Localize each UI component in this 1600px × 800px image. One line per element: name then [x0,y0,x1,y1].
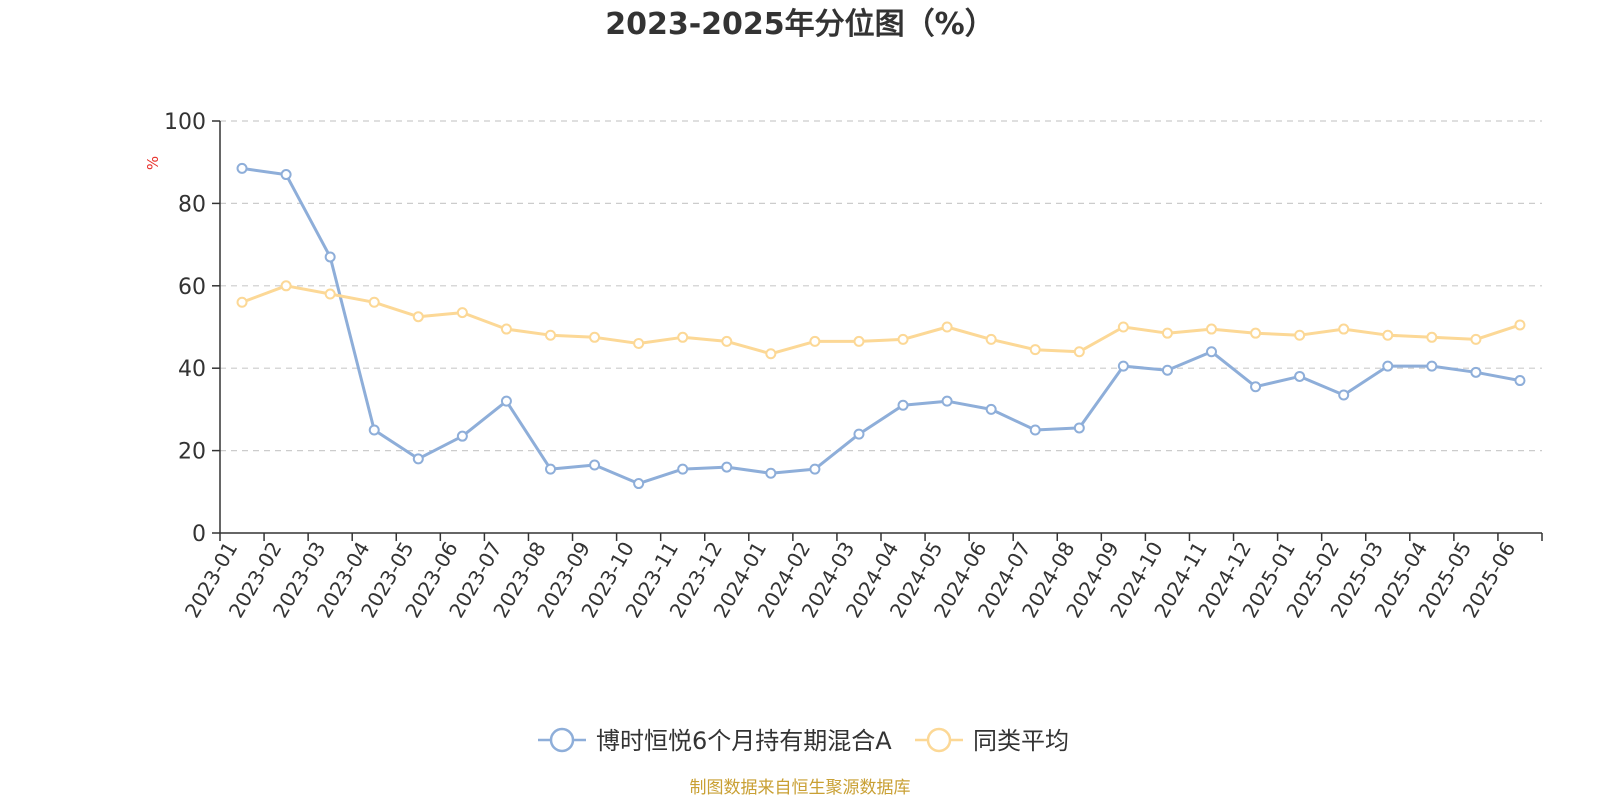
data-point [1029,424,1041,436]
y-tick-label: 20 [178,440,206,465]
series-lines [236,162,1526,490]
data-point [456,307,468,319]
data-point [941,321,953,333]
data-point [1117,360,1129,372]
y-tick-label: 80 [178,192,206,217]
data-point [1073,346,1085,358]
data-point [985,403,997,415]
data-point [1117,321,1129,333]
data-point [985,333,997,345]
data-point [1073,422,1085,434]
data-point [721,461,733,473]
data-point [1206,323,1217,335]
data-point [545,463,556,475]
data-point [897,333,909,345]
data-point [589,459,601,471]
data-point [545,329,556,341]
data-point [809,335,821,347]
data-point [589,331,601,343]
data-point [765,467,777,479]
axes: 0204060801002023-012023-022023-032023-04… [164,110,1543,622]
data-point [1206,346,1217,358]
data-point [1250,381,1262,393]
legend-circle-symbol [549,727,575,753]
data-point [368,424,380,436]
data-point [1338,323,1350,335]
data-point [633,337,645,349]
data-point [500,323,512,335]
data-point [236,162,248,174]
data-point [1029,344,1041,356]
legend-label: 博时恒悦6个月持有期混合A [596,727,892,755]
data-point [721,335,733,347]
legend[interactable]: 博时恒悦6个月持有期混合A 同类平均 [538,727,1069,755]
data-point [1470,366,1482,378]
data-point [1426,360,1438,372]
data-point [280,280,292,292]
data-point [897,399,909,411]
data-point [412,311,424,323]
data-point [324,251,336,263]
data-point [412,453,424,465]
data-point [368,296,380,308]
data-point [633,478,645,490]
y-tick-label: 0 [192,522,206,547]
data-point [500,395,512,407]
data-point [1382,329,1394,341]
data-point [280,169,292,181]
data-point [1161,364,1173,376]
data-point [809,463,821,475]
chart-title: 2023-2025年分位图（%） [605,7,995,42]
data-point [1161,327,1173,339]
data-point [1470,333,1482,345]
data-point [1338,389,1350,401]
legend-item-2[interactable]: 同类平均 [915,727,1069,755]
series-line [240,284,1522,356]
legend-label: 同类平均 [973,727,1069,755]
data-point [941,395,953,407]
data-point [677,331,689,343]
series-1 [236,162,1526,490]
data-source-note: 制图数据来自恒生聚源数据库 [690,778,911,798]
legend-circle-symbol [926,727,952,753]
data-point [1294,329,1306,341]
data-point [1294,370,1306,382]
grid-lines [220,120,1542,452]
y-tick-label: 40 [178,357,206,382]
data-point [853,335,865,347]
data-point [853,428,865,440]
y-tick-label: 60 [178,275,206,300]
data-point [1514,375,1526,387]
data-point [1250,327,1262,339]
data-point [324,288,336,300]
y-tick-label: 100 [164,110,206,135]
data-point [765,348,777,360]
data-point [677,463,689,475]
series-2 [236,280,1526,360]
data-point [1426,331,1438,343]
data-point [456,430,468,442]
data-point [1514,319,1526,331]
y-axis-unit-label: % [144,156,162,170]
data-point [236,296,248,308]
data-point [1382,360,1394,372]
legend-item-1[interactable]: 博时恒悦6个月持有期混合A [538,727,892,755]
series-line [240,166,1522,486]
